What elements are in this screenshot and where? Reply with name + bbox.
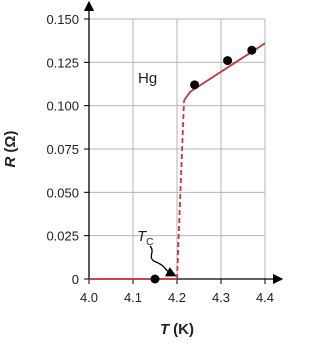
y-tick-label: 0.025 [46,229,79,244]
curve [183,42,266,101]
x-tick-label: 4.0 [80,290,98,305]
data-point [247,45,257,55]
x-tick-label: 4.3 [212,290,230,305]
x-tick-label: 4.2 [168,290,186,305]
y-axis-label: R (Ω) [2,131,19,168]
x-tick-label: 4.1 [124,290,142,305]
annotation-arrow [149,245,177,277]
curve [176,100,185,280]
x-axis-label: T (K) [160,321,194,338]
data-point [190,80,200,90]
y-tick-label: 0.100 [46,99,79,114]
y-axis-symbol: R [2,156,19,167]
x-axis-symbol: T [160,321,171,338]
annotation-symbol: T [137,228,148,245]
y-tick-label: 0.150 [46,12,79,27]
data-point [223,56,233,66]
x-axis-unit: (K) [173,321,194,338]
y-tick-label: 0.125 [46,55,79,70]
y-tick-label: 0.075 [46,142,79,157]
annotation: Hg [138,70,157,87]
annotation: TC [137,228,153,248]
annotation-sub: C [146,237,153,248]
x-tick-label: 4.4 [256,290,274,305]
y-axis-unit: (Ω) [2,131,19,153]
chart: 0 0.025 0.050 0.075 0.100 0.125 0.150 4.0 4.1 4.2… [2,0,284,338]
y-tick-label: 0.050 [46,185,79,200]
y-tick-label: 0 [72,272,79,287]
data-point [150,274,160,284]
